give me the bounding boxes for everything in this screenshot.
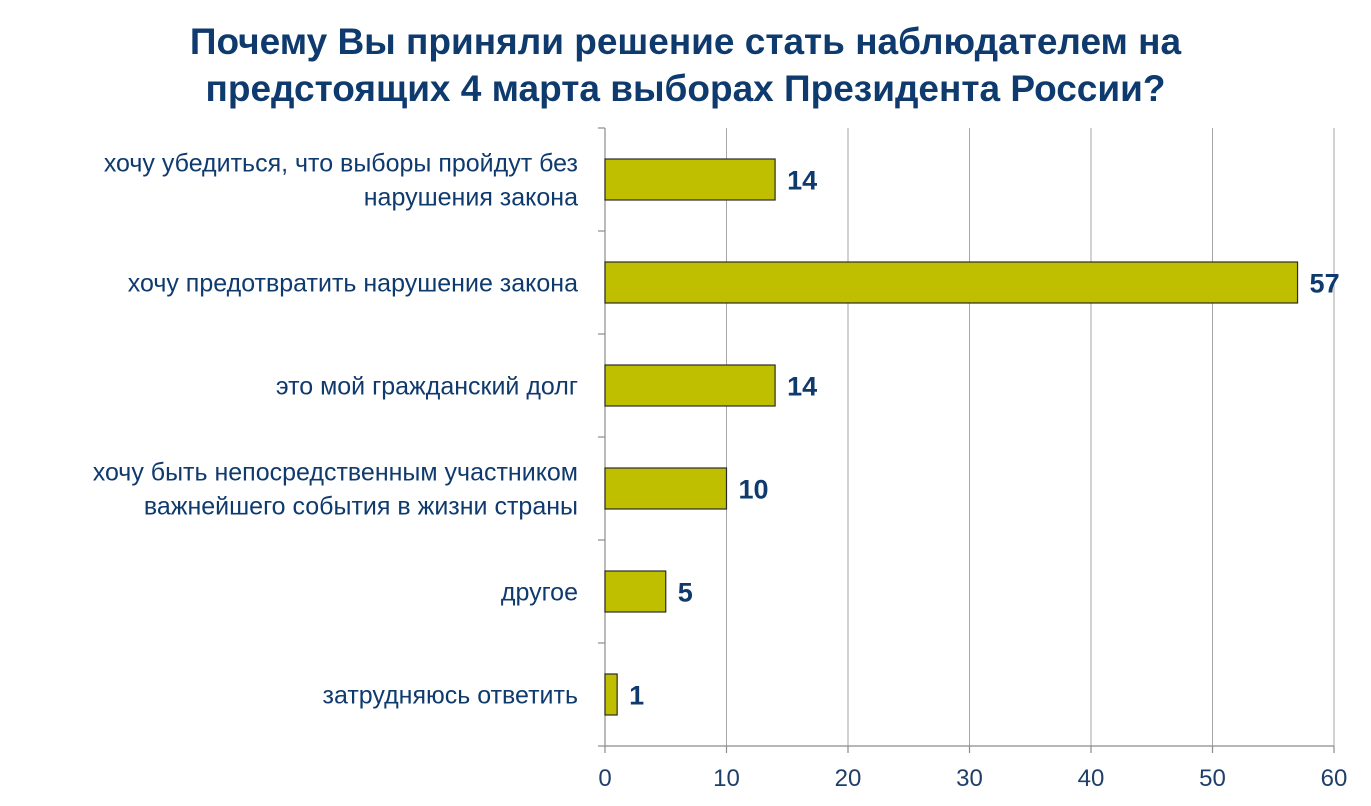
category-label: нарушения закона xyxy=(364,184,578,212)
category-label: хочу быть непосредственным участником xyxy=(93,459,578,487)
bar xyxy=(604,467,728,510)
data-label: 1 xyxy=(629,681,644,711)
data-label: 10 xyxy=(739,475,769,505)
data-label: 5 xyxy=(678,578,693,608)
chart-title: Почему Вы приняли решение стать наблюдат… xyxy=(0,18,1371,112)
bar xyxy=(604,261,1299,304)
chart-title-line-1: Почему Вы приняли решение стать наблюдат… xyxy=(189,21,1182,62)
x-tick-label: 20 xyxy=(835,765,862,792)
x-tick-label: 0 xyxy=(598,765,611,792)
category-label: другое xyxy=(501,579,578,607)
x-tick-label: 50 xyxy=(1199,765,1226,792)
x-tick-label: 30 xyxy=(956,765,983,792)
category-label: затрудняюсь ответить xyxy=(323,682,578,710)
category-label: это мой гражданский долг xyxy=(276,373,578,401)
category-label: хочу предотвратить нарушение закона xyxy=(128,270,578,298)
data-label: 14 xyxy=(787,372,817,402)
x-tick-label: 10 xyxy=(713,765,740,792)
x-tick-label: 40 xyxy=(1078,765,1105,792)
bar xyxy=(604,570,667,613)
category-label: важнейшего события в жизни страны xyxy=(144,493,578,521)
bar xyxy=(604,673,618,716)
x-tick-label: 60 xyxy=(1321,765,1348,792)
bar xyxy=(604,158,776,201)
data-label: 14 xyxy=(787,166,817,196)
bar xyxy=(604,364,776,407)
data-label: 57 xyxy=(1310,269,1340,299)
category-label: хочу убедиться, что выборы пройдут без xyxy=(104,150,578,178)
chart-title-line-2: предстоящих 4 марта выборах Президента Р… xyxy=(205,68,1166,109)
